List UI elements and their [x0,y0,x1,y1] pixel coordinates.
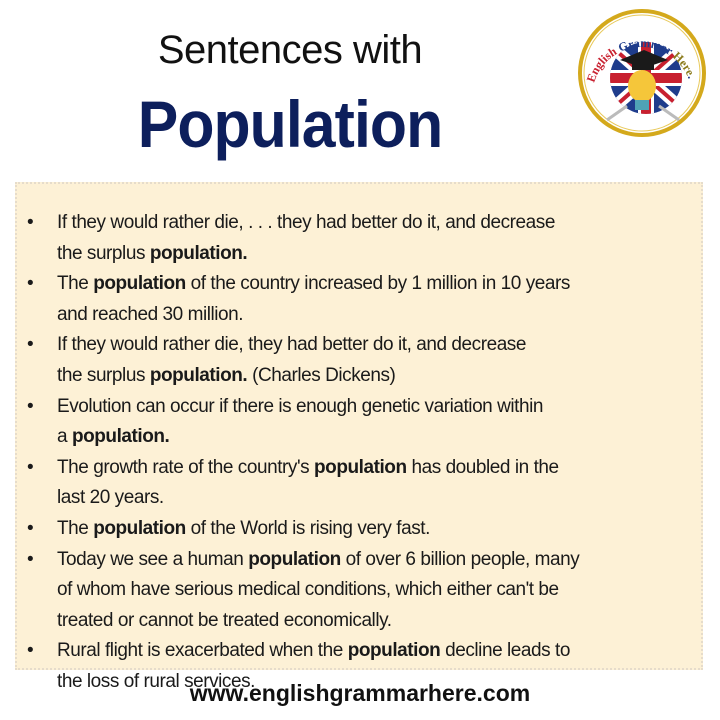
sentence-text: the surplus [57,364,150,386]
sentence-text: If they would rather die, they had bette… [57,334,526,356]
sentence-text: and reached 30 million. [57,303,244,325]
sentence-text: If they would rather die, . . . they had… [57,212,555,233]
sentence-line: If they would rather die, they had bette… [57,330,701,361]
bullet-icon: • [27,548,34,570]
sentence-text: Today we see a human [57,548,249,570]
sentence-line: Today we see a human population of over … [57,545,701,576]
sentence-line: If they would rather die, . . . they had… [57,208,701,239]
sentence-line: The population of the country increased … [57,269,701,300]
sentence-text: of over 6 billion people, many [340,548,580,570]
keyword-highlight: . [242,242,248,264]
site-logo: English Grammar Here.Com [567,0,712,138]
sentence-line: Evolution can occur if there is enough g… [57,392,701,423]
sentence-item: • If they would rather die, . . . they ha… [17,208,701,269]
sentence-text: last 20 years. [57,487,164,509]
keyword-highlight: population [347,640,441,662]
sentence-item: • Today we see a human population of over… [17,545,701,637]
sentence-item: • Evolution can occur if there is enough … [17,392,701,453]
keyword-highlight: population [314,456,407,478]
sentence-item: • The population of the country increased… [17,269,701,330]
keyword-highlight: . [242,364,248,386]
sentence-text: The growth rate of the country's [57,456,315,478]
bullet-icon: • [27,517,34,539]
sentence-line: and reached 30 million. [57,300,701,331]
keyword-highlight: population [93,517,186,539]
sentence-item: • The growth rate of the country's popula… [17,453,701,514]
sentence-line: the loss of rural services. [57,667,701,698]
keyword-highlight: population [248,548,341,570]
sentence-line: a population. [57,422,701,453]
sentence-text: the loss of rural services. [57,670,255,692]
sentence-text: of the country increased by 1 million in… [185,273,571,295]
sentence-text: of the World is rising very fast. [185,517,431,539]
sentence-text: (Charles Dickens) [247,364,396,386]
sentence-list: • If they would rather die, . . . they ha… [17,208,701,698]
bullet-icon: • [27,273,34,295]
keyword-highlight: population [149,242,243,264]
title-keyword: Population [137,87,443,161]
sentence-line: of whom have serious medical conditions,… [57,575,701,606]
keyword-highlight: population [149,364,243,386]
bullet-icon: • [27,212,34,233]
sentence-item: • If they would rather die, they had bett… [17,330,701,391]
keyword-highlight: population [71,426,165,448]
bullet-icon: • [27,640,34,662]
sentences-panel: • If they would rather die, . . . they ha… [15,182,703,692]
bullet-icon: • [27,334,34,356]
sentence-text: of whom have serious medical conditions,… [57,579,559,601]
keyword-highlight: . [164,426,170,448]
sentence-line: the surplus population. (Charles Dickens… [57,361,701,392]
sentence-text: a [57,426,72,448]
footer-url: www.englishgrammarhere.com [189,680,531,706]
sentence-text: the surplus [57,242,150,264]
sentence-item: • The population of the World is rising v… [17,514,701,545]
sentence-text: decline leads to [440,640,570,662]
sentence-line: the surplus population. [57,239,701,270]
bullet-icon: • [27,456,34,478]
sentence-text: The [57,517,94,539]
sentence-line: last 20 years. [57,483,701,514]
sentence-text: Rural flight is exacerbated when the [57,640,348,662]
sentence-line: The population of the World is rising ve… [57,514,701,545]
sentence-item: • Rural flight is exacerbated when the po… [17,636,701,697]
bullet-icon: • [27,395,34,417]
sentence-text: The [57,273,94,295]
sentence-text: treated or cannot be treated economicall… [57,609,392,631]
sentence-text: has doubled in the [406,456,559,478]
keyword-highlight: population [93,273,186,295]
sentence-line: The growth rate of the country's populat… [57,453,701,484]
sentence-text: Evolution can occur if there is enough g… [57,395,544,417]
title-line-1: Sentences with [157,28,423,72]
sentence-line: treated or cannot be treated economicall… [57,606,701,637]
sentence-line: Rural flight is exacerbated when the pop… [57,636,701,667]
